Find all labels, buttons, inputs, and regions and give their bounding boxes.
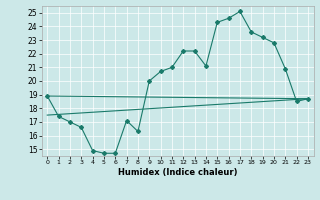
X-axis label: Humidex (Indice chaleur): Humidex (Indice chaleur): [118, 168, 237, 177]
